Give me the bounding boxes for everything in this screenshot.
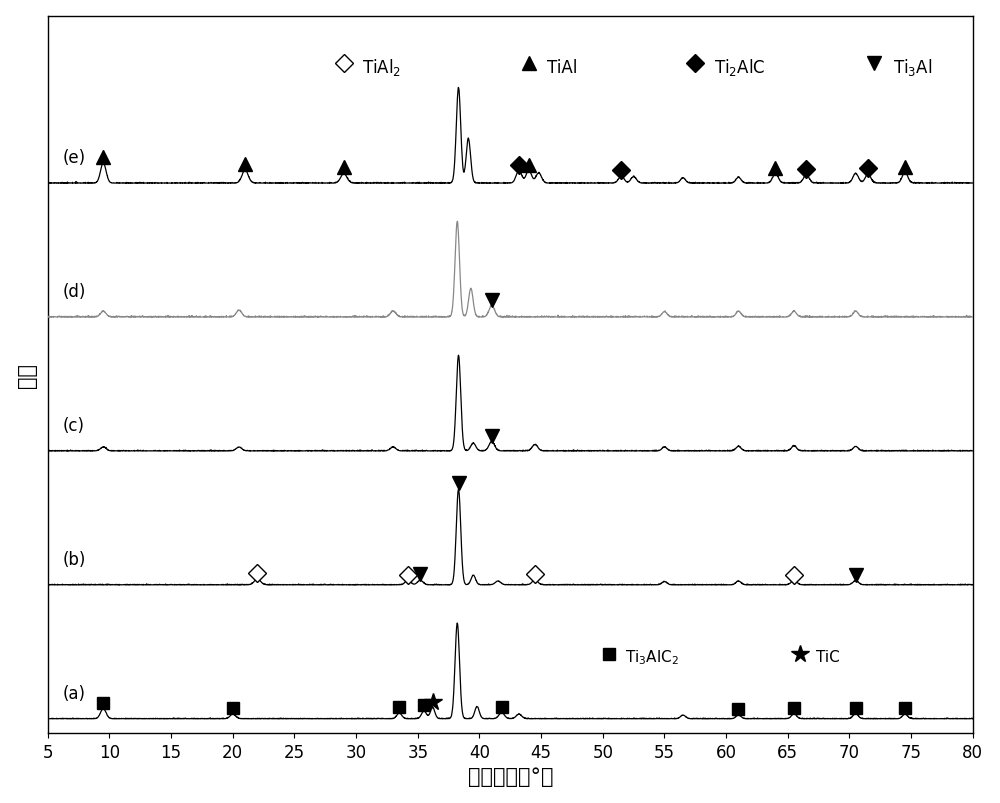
X-axis label: 衍射角度（°）: 衍射角度（°）: [468, 766, 553, 786]
Text: TiC: TiC: [816, 650, 840, 665]
Text: (e): (e): [63, 149, 86, 167]
Text: Ti$_2$AlC: Ti$_2$AlC: [714, 57, 765, 78]
Text: TiAl: TiAl: [547, 59, 578, 77]
Text: Ti$_3$AlC$_2$: Ti$_3$AlC$_2$: [625, 647, 679, 666]
Text: (c): (c): [63, 416, 85, 434]
Y-axis label: 强度: 强度: [17, 362, 37, 387]
Text: TiAl$_2$: TiAl$_2$: [362, 57, 401, 78]
Text: (a): (a): [63, 684, 86, 702]
Text: (b): (b): [63, 550, 86, 568]
Text: (d): (d): [63, 283, 86, 300]
Text: Ti$_3$Al: Ti$_3$Al: [893, 57, 932, 78]
